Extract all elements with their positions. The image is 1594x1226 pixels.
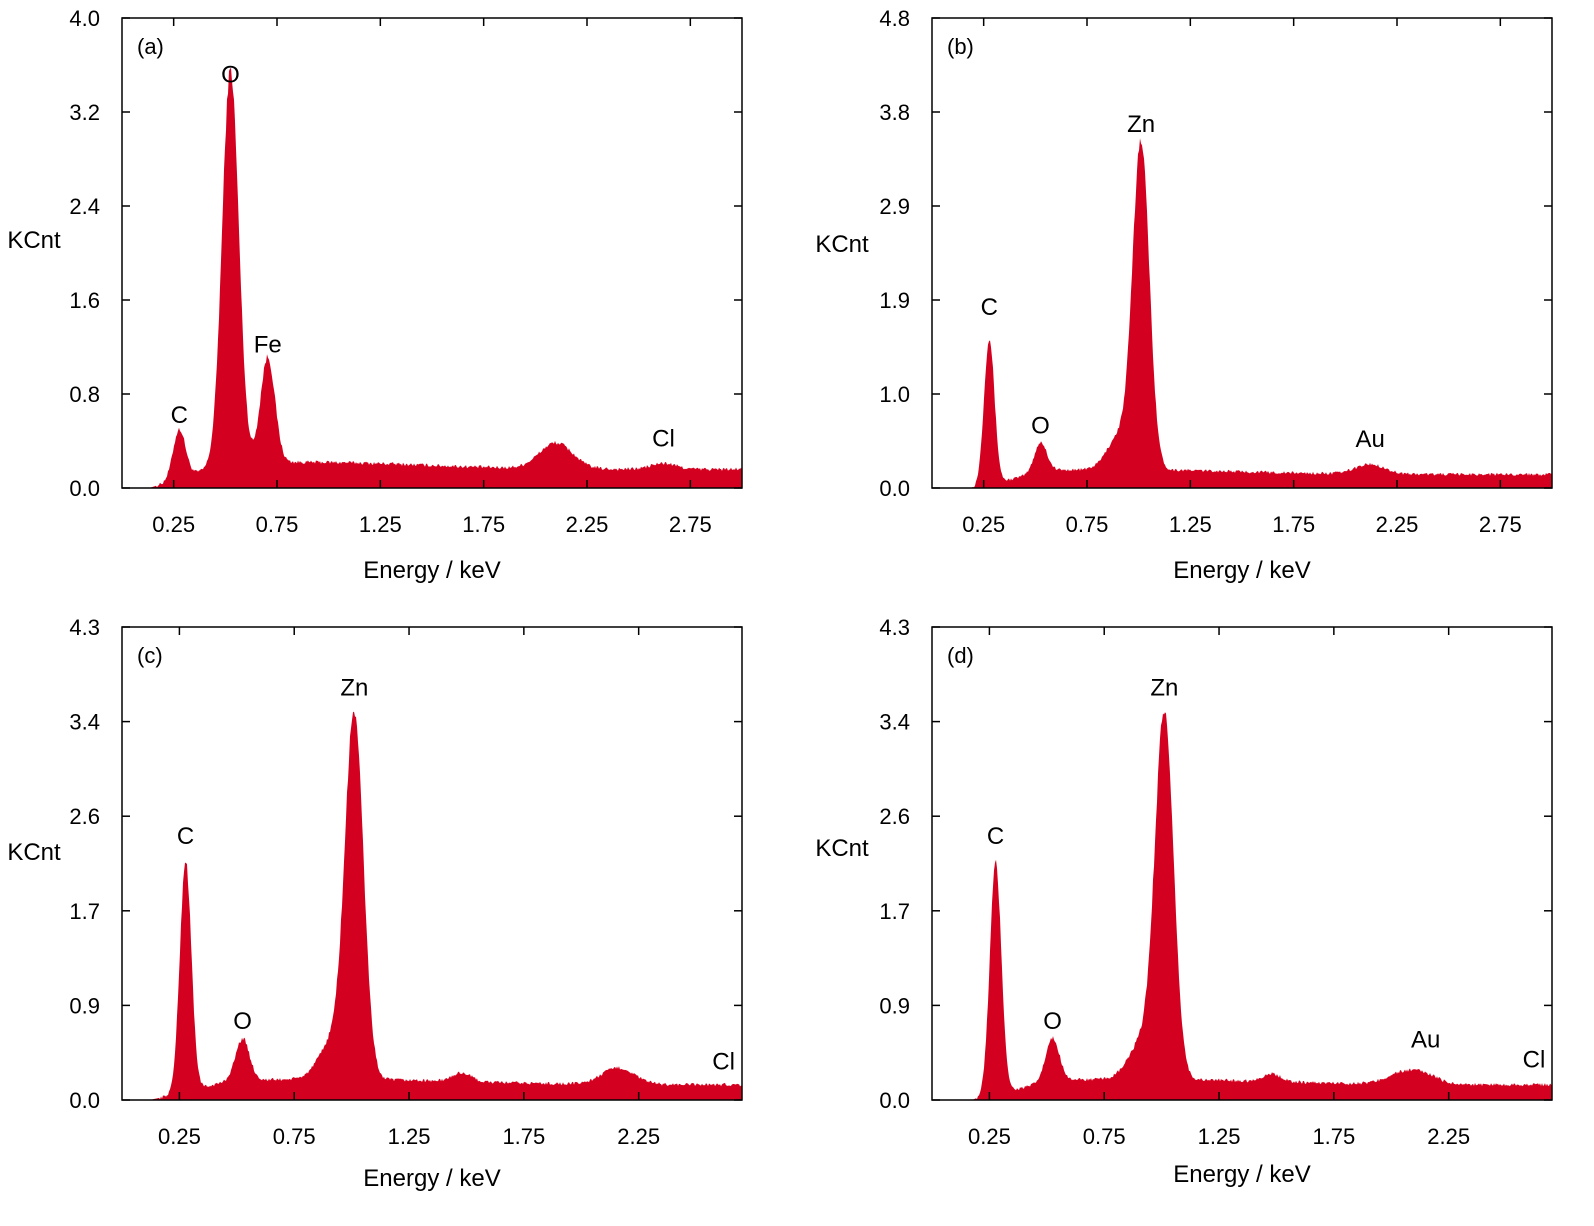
y-tick-label: 1.9: [879, 288, 910, 313]
x-axis-label: Energy / keV: [363, 557, 500, 584]
x-tick-label: 0.25: [152, 512, 195, 537]
x-tick-label: 0.25: [158, 1124, 201, 1149]
x-tick-label: 0.75: [1083, 1124, 1126, 1149]
y-tick-label: 2.6: [69, 804, 100, 829]
x-tick-label: 0.75: [273, 1124, 316, 1149]
peak-label-c: C: [987, 823, 1004, 850]
plot-frame: [121, 17, 743, 489]
y-tick-label: 3.4: [69, 710, 100, 735]
plot-frame: [121, 626, 743, 1101]
y-tick-label: 3.8: [879, 100, 910, 125]
peak-label-o: O: [233, 1008, 252, 1035]
y-tick-label: 4.0: [69, 6, 100, 31]
spectrum-area: [122, 67, 742, 489]
plot-frame: [931, 626, 1553, 1101]
x-tick-label: 2.25: [566, 512, 609, 537]
x-tick-label: 1.25: [1198, 1124, 1241, 1149]
x-tick-label: 0.25: [962, 512, 1005, 537]
x-axis-label: Energy / keV: [1173, 1161, 1310, 1188]
x-tick-label: 0.75: [1066, 512, 1109, 537]
peak-label-cl: Cl: [1523, 1046, 1546, 1073]
y-tick-label: 4.8: [879, 6, 910, 31]
plot-frame: [931, 17, 1553, 489]
x-tick-label: 0.75: [256, 512, 299, 537]
y-tick-label: 1.7: [879, 899, 910, 924]
y-axis-label: KCnt: [815, 231, 869, 258]
panel-label: (d): [947, 643, 974, 668]
y-tick-label: 2.6: [879, 804, 910, 829]
panel-c: 0.0 0.9 1.7 2.6 3.4 4.3 0.25 0.75 1.25 1.75 2.25 KC…: [7, 615, 743, 1192]
y-tick-label: 3.2: [69, 100, 100, 125]
y-tick-label: 1.7: [69, 899, 100, 924]
panel-d: 0.0 0.9 1.7 2.6 3.4 4.3 0.25 0.75 1.25 1.75 2.25 KC…: [815, 615, 1553, 1188]
x-axis-label: Energy / keV: [363, 1165, 500, 1192]
y-tick-label: 2.4: [69, 194, 100, 219]
peak-label-o: O: [221, 61, 240, 88]
peak-label-au: Au: [1355, 426, 1384, 453]
x-tick-label: 1.75: [462, 512, 505, 537]
y-axis-label: KCnt: [7, 839, 61, 866]
x-tick-label: 1.25: [359, 512, 402, 537]
spectrum-area: [932, 712, 1552, 1100]
y-axis-label: KCnt: [815, 835, 869, 862]
x-tick-label: 0.25: [968, 1124, 1011, 1149]
y-tick-label: 2.9: [879, 194, 910, 219]
y-tick-label: 0.0: [879, 476, 910, 501]
x-tick-label: 2.25: [1376, 512, 1419, 537]
panel-label: (b): [947, 34, 974, 59]
x-tick-label: 2.75: [669, 512, 712, 537]
x-tick-label: 1.75: [502, 1124, 545, 1149]
x-tick-label: 1.25: [388, 1124, 431, 1149]
y-tick-label: 0.8: [69, 382, 100, 407]
y-tick-label: 1.0: [879, 382, 910, 407]
peak-label-o: O: [1043, 1008, 1062, 1035]
y-tick-label: 0.0: [69, 476, 100, 501]
peak-label-fe: Fe: [254, 332, 282, 359]
x-tick-label: 2.75: [1479, 512, 1522, 537]
panel-label: (c): [137, 643, 163, 668]
y-tick-label: 4.3: [879, 615, 910, 640]
peak-label-zn: Zn: [1127, 111, 1155, 138]
peak-label-cl: Cl: [652, 426, 675, 453]
panel-label: (a): [137, 34, 164, 59]
peak-label-c: C: [981, 294, 998, 321]
spectrum-area: [122, 711, 742, 1100]
y-tick-label: 0.0: [879, 1088, 910, 1113]
y-axis-label: KCnt: [7, 227, 61, 254]
y-tick-label: 1.6: [69, 288, 100, 313]
peak-label-c: C: [171, 402, 188, 429]
peak-label-o: O: [1031, 412, 1050, 439]
x-tick-label: 2.25: [617, 1124, 660, 1149]
y-tick-label: 0.9: [879, 993, 910, 1018]
peak-label-c: C: [177, 823, 194, 850]
peak-label-cl: Cl: [712, 1049, 735, 1076]
x-tick-label: 1.75: [1312, 1124, 1355, 1149]
y-tick-label: 0.0: [69, 1088, 100, 1113]
panel-a: 0.0 0.8 1.6 2.4 3.2 4.0 0.25 0.75 1.25 1.75 2.25 2.…: [7, 6, 743, 584]
peak-label-zn: Zn: [340, 675, 368, 702]
peak-label-au: Au: [1411, 1027, 1440, 1054]
y-tick-label: 4.3: [69, 615, 100, 640]
panel-b: 0.0 1.0 1.9 2.9 3.8 4.8 0.25 0.75 1.25 1.75 2.25 2.…: [815, 6, 1553, 584]
x-tick-label: 1.25: [1169, 512, 1212, 537]
x-axis-label: Energy / keV: [1173, 557, 1310, 584]
spectrum-area: [932, 138, 1552, 488]
x-tick-label: 2.25: [1427, 1124, 1470, 1149]
peak-label-zn: Zn: [1150, 675, 1178, 702]
x-tick-label: 1.75: [1272, 512, 1315, 537]
y-tick-label: 3.4: [879, 710, 910, 735]
y-tick-label: 0.9: [69, 993, 100, 1018]
